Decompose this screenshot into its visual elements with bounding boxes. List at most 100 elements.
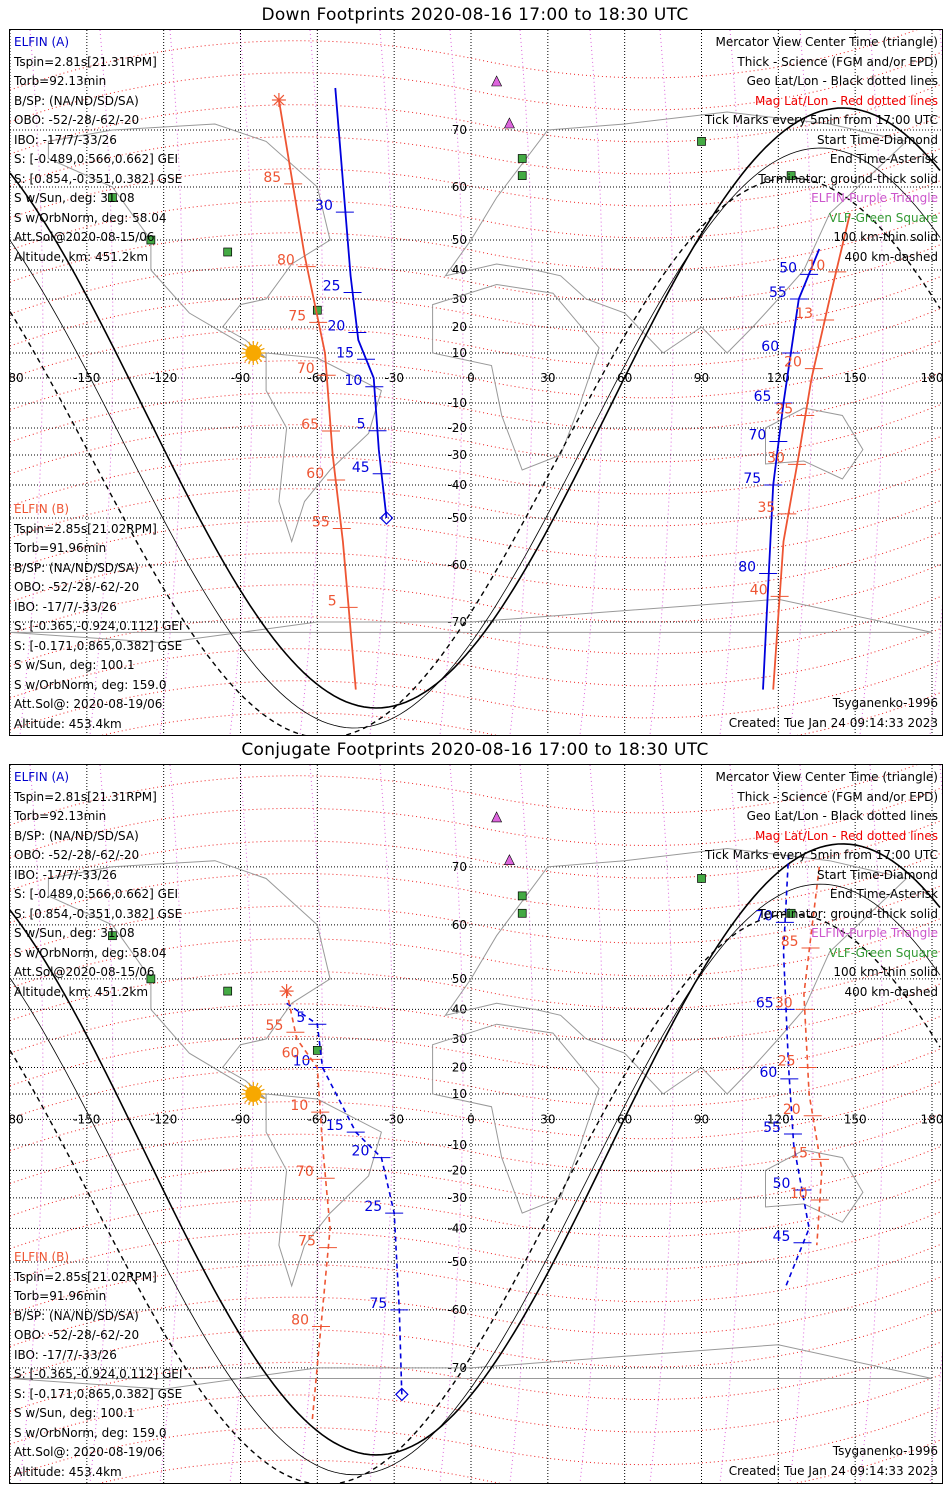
sun-ray xyxy=(258,1099,263,1103)
sun-ray xyxy=(248,360,251,365)
mag-lat-line xyxy=(10,275,942,347)
legend-item: ELFIN-Purple Triangle xyxy=(811,926,938,940)
mag-lon-line xyxy=(719,765,744,1483)
created-label: Created: Tue Jan 24 09:14:33 2023 xyxy=(728,1463,938,1478)
elfin-a-info: ELFIN (A) Tspin=2.81s[21.31RPM] Torb=92.… xyxy=(14,33,182,267)
elfin-a-line: B/SP: (NA/ND/SD/SA) xyxy=(14,93,139,108)
sun-ray xyxy=(255,1101,259,1106)
tick-time-label: 20 xyxy=(328,319,346,335)
legend-item: Start Time-Diamond xyxy=(816,132,938,147)
map-canvas: -180-150-120-90-60-300306090120150180706… xyxy=(10,765,942,1483)
terminator-100km xyxy=(10,883,941,1476)
tick-time-label: 55 xyxy=(763,1120,781,1136)
legend-item: Geo Lat/Lon - Black dotted lines xyxy=(746,809,938,823)
elfin-a-title: ELFIN (A) xyxy=(14,770,70,784)
coastline xyxy=(432,283,600,471)
tick-time-label: 30 xyxy=(315,198,333,214)
elfin-a-info: ELFIN (A) Tspin=2.81s[21.31RPM] Torb=92.… xyxy=(14,768,182,1002)
coastline xyxy=(265,352,382,544)
lat-tick-label: 40 xyxy=(452,263,467,277)
lat-tick-label: -60 xyxy=(447,558,467,572)
mag-lat-line xyxy=(10,765,918,826)
elfin-a-line: Torb=92.13min xyxy=(14,809,107,823)
legend-item: Tick Marks every 5min from 17:00 UTC xyxy=(704,113,938,127)
legend-item: VLF-Green Square xyxy=(829,210,938,225)
tick-time-label: 80 xyxy=(291,1312,309,1328)
model-label: Tsyganenko-1996 xyxy=(832,696,938,710)
elfin-b-line: S: [-0.365,-0.924,0.112] GEI xyxy=(14,1367,183,1381)
mag-lat-line xyxy=(10,819,942,891)
tick-time-label: 60 xyxy=(306,466,324,482)
elfin-b-line: S: [-0.171,0.865,0.382] GSE xyxy=(14,1386,183,1401)
lat-tick-label: -30 xyxy=(447,1191,467,1205)
elfin-b-line: Att.Sol@: 2020-08-19/06 xyxy=(14,1445,163,1459)
vlf-station-square xyxy=(223,986,233,996)
legend-item: ELFIN-Purple Triangle xyxy=(811,191,938,205)
elfin-a-line: S w/Sun, deg: 31.08 xyxy=(14,191,135,205)
tick-time-label: 30 xyxy=(767,450,785,466)
mag-lat-line xyxy=(10,1210,942,1282)
mag-lat-line xyxy=(10,1406,942,1478)
legend-item: Mag Lat/Lon - Red dotted lines xyxy=(754,828,938,843)
mag-lon-line xyxy=(299,30,324,735)
legend: Mercator View Center Time (triangle) Thi… xyxy=(705,33,938,267)
lat-tick-label: -20 xyxy=(447,1163,467,1177)
elfin-a-line: IBO: -17/7/-33/26 xyxy=(14,132,117,147)
vlf-station-square xyxy=(108,931,117,941)
legend-item: VLF-Green Square xyxy=(829,945,938,960)
mag-lat-line xyxy=(10,595,942,667)
footprint-track xyxy=(334,87,388,519)
tick-time-label: 15 xyxy=(790,1145,808,1161)
sun-ray xyxy=(244,1099,249,1103)
sun-ray xyxy=(244,1085,249,1089)
tick-time-label: 20 xyxy=(352,1144,370,1160)
sun-ray xyxy=(241,1096,247,1100)
mag-lat-line xyxy=(10,211,942,283)
legend-item: 400 km-dashed xyxy=(844,984,938,999)
vlf-station-square xyxy=(517,154,527,163)
elfin-a-line: S: [0.854,-0.351,0.382] GSE xyxy=(14,906,183,921)
lon-tick-label: 150 xyxy=(844,371,867,385)
tick-time-label: 40 xyxy=(750,582,768,598)
terminator-ground xyxy=(10,843,941,1456)
sun-ray xyxy=(241,347,247,351)
elfin-b-line: S w/Sun, deg: 100.1 xyxy=(14,1406,135,1420)
elfin-a-line: OBO: -52/-28/-62/-20 xyxy=(14,113,140,127)
lat-tick-label: -60 xyxy=(447,1303,467,1317)
elfin-a-line: Altitude, km: 451.2km xyxy=(14,984,149,999)
elfin-b-line: B/SP: (NA/ND/SD/SA) xyxy=(14,560,139,575)
lon-tick-label: 90 xyxy=(694,371,709,385)
vlf-station-square xyxy=(697,137,706,146)
sun-ray xyxy=(248,341,251,346)
coastline xyxy=(444,111,908,354)
mag-lat-line xyxy=(10,950,942,1022)
lat-tick-label: 50 xyxy=(452,972,467,986)
footprint-track xyxy=(278,99,357,690)
lat-tick-label: -20 xyxy=(447,421,467,435)
tick-time-label: 13 xyxy=(795,306,813,322)
lon-tick-label: -90 xyxy=(231,1112,251,1126)
legend-item: Mercator View Center Time (triangle) xyxy=(715,35,938,49)
mag-lat-line xyxy=(10,30,918,91)
elfin-b-info: ELFIN (B) Tspin=2.85s[21.02RPM] Torb=91.… xyxy=(14,500,182,734)
mag-lat-line xyxy=(10,307,942,379)
tick-time-label: 10 xyxy=(807,258,825,274)
elfin-b-line: Att.Sol@: 2020-08-19/06 xyxy=(14,697,163,711)
tick-time-label: 10 xyxy=(290,1098,308,1114)
tick-time-label: 5 xyxy=(357,417,366,433)
elfin-b-line: S w/OrbNorm, deg: 159.0 xyxy=(14,1425,167,1440)
panel-title-conjugate: Conjugate Footprints 2020-08-16 17:00 to… xyxy=(241,740,709,760)
mag-lon-line xyxy=(789,765,814,1483)
end-asterisk-icon xyxy=(281,985,292,997)
elfin-a-line: Altitude, km: 451.2km xyxy=(14,249,149,264)
tick-time-label: 25 xyxy=(775,402,793,418)
lat-tick-label: 20 xyxy=(452,320,467,334)
vlf-station-square xyxy=(517,171,527,180)
sun-ray xyxy=(260,1096,265,1100)
mag-lon-line xyxy=(19,765,44,1483)
elfin-b-line: IBO: -17/7/-33/26 xyxy=(14,1347,117,1362)
elfin-b-line: Altitude: 453.4km xyxy=(14,716,122,731)
tick-time-label: 70 xyxy=(297,361,315,377)
coastline xyxy=(47,860,331,1100)
legend-item: Tick Marks every 5min from 17:00 UTC xyxy=(704,848,938,862)
